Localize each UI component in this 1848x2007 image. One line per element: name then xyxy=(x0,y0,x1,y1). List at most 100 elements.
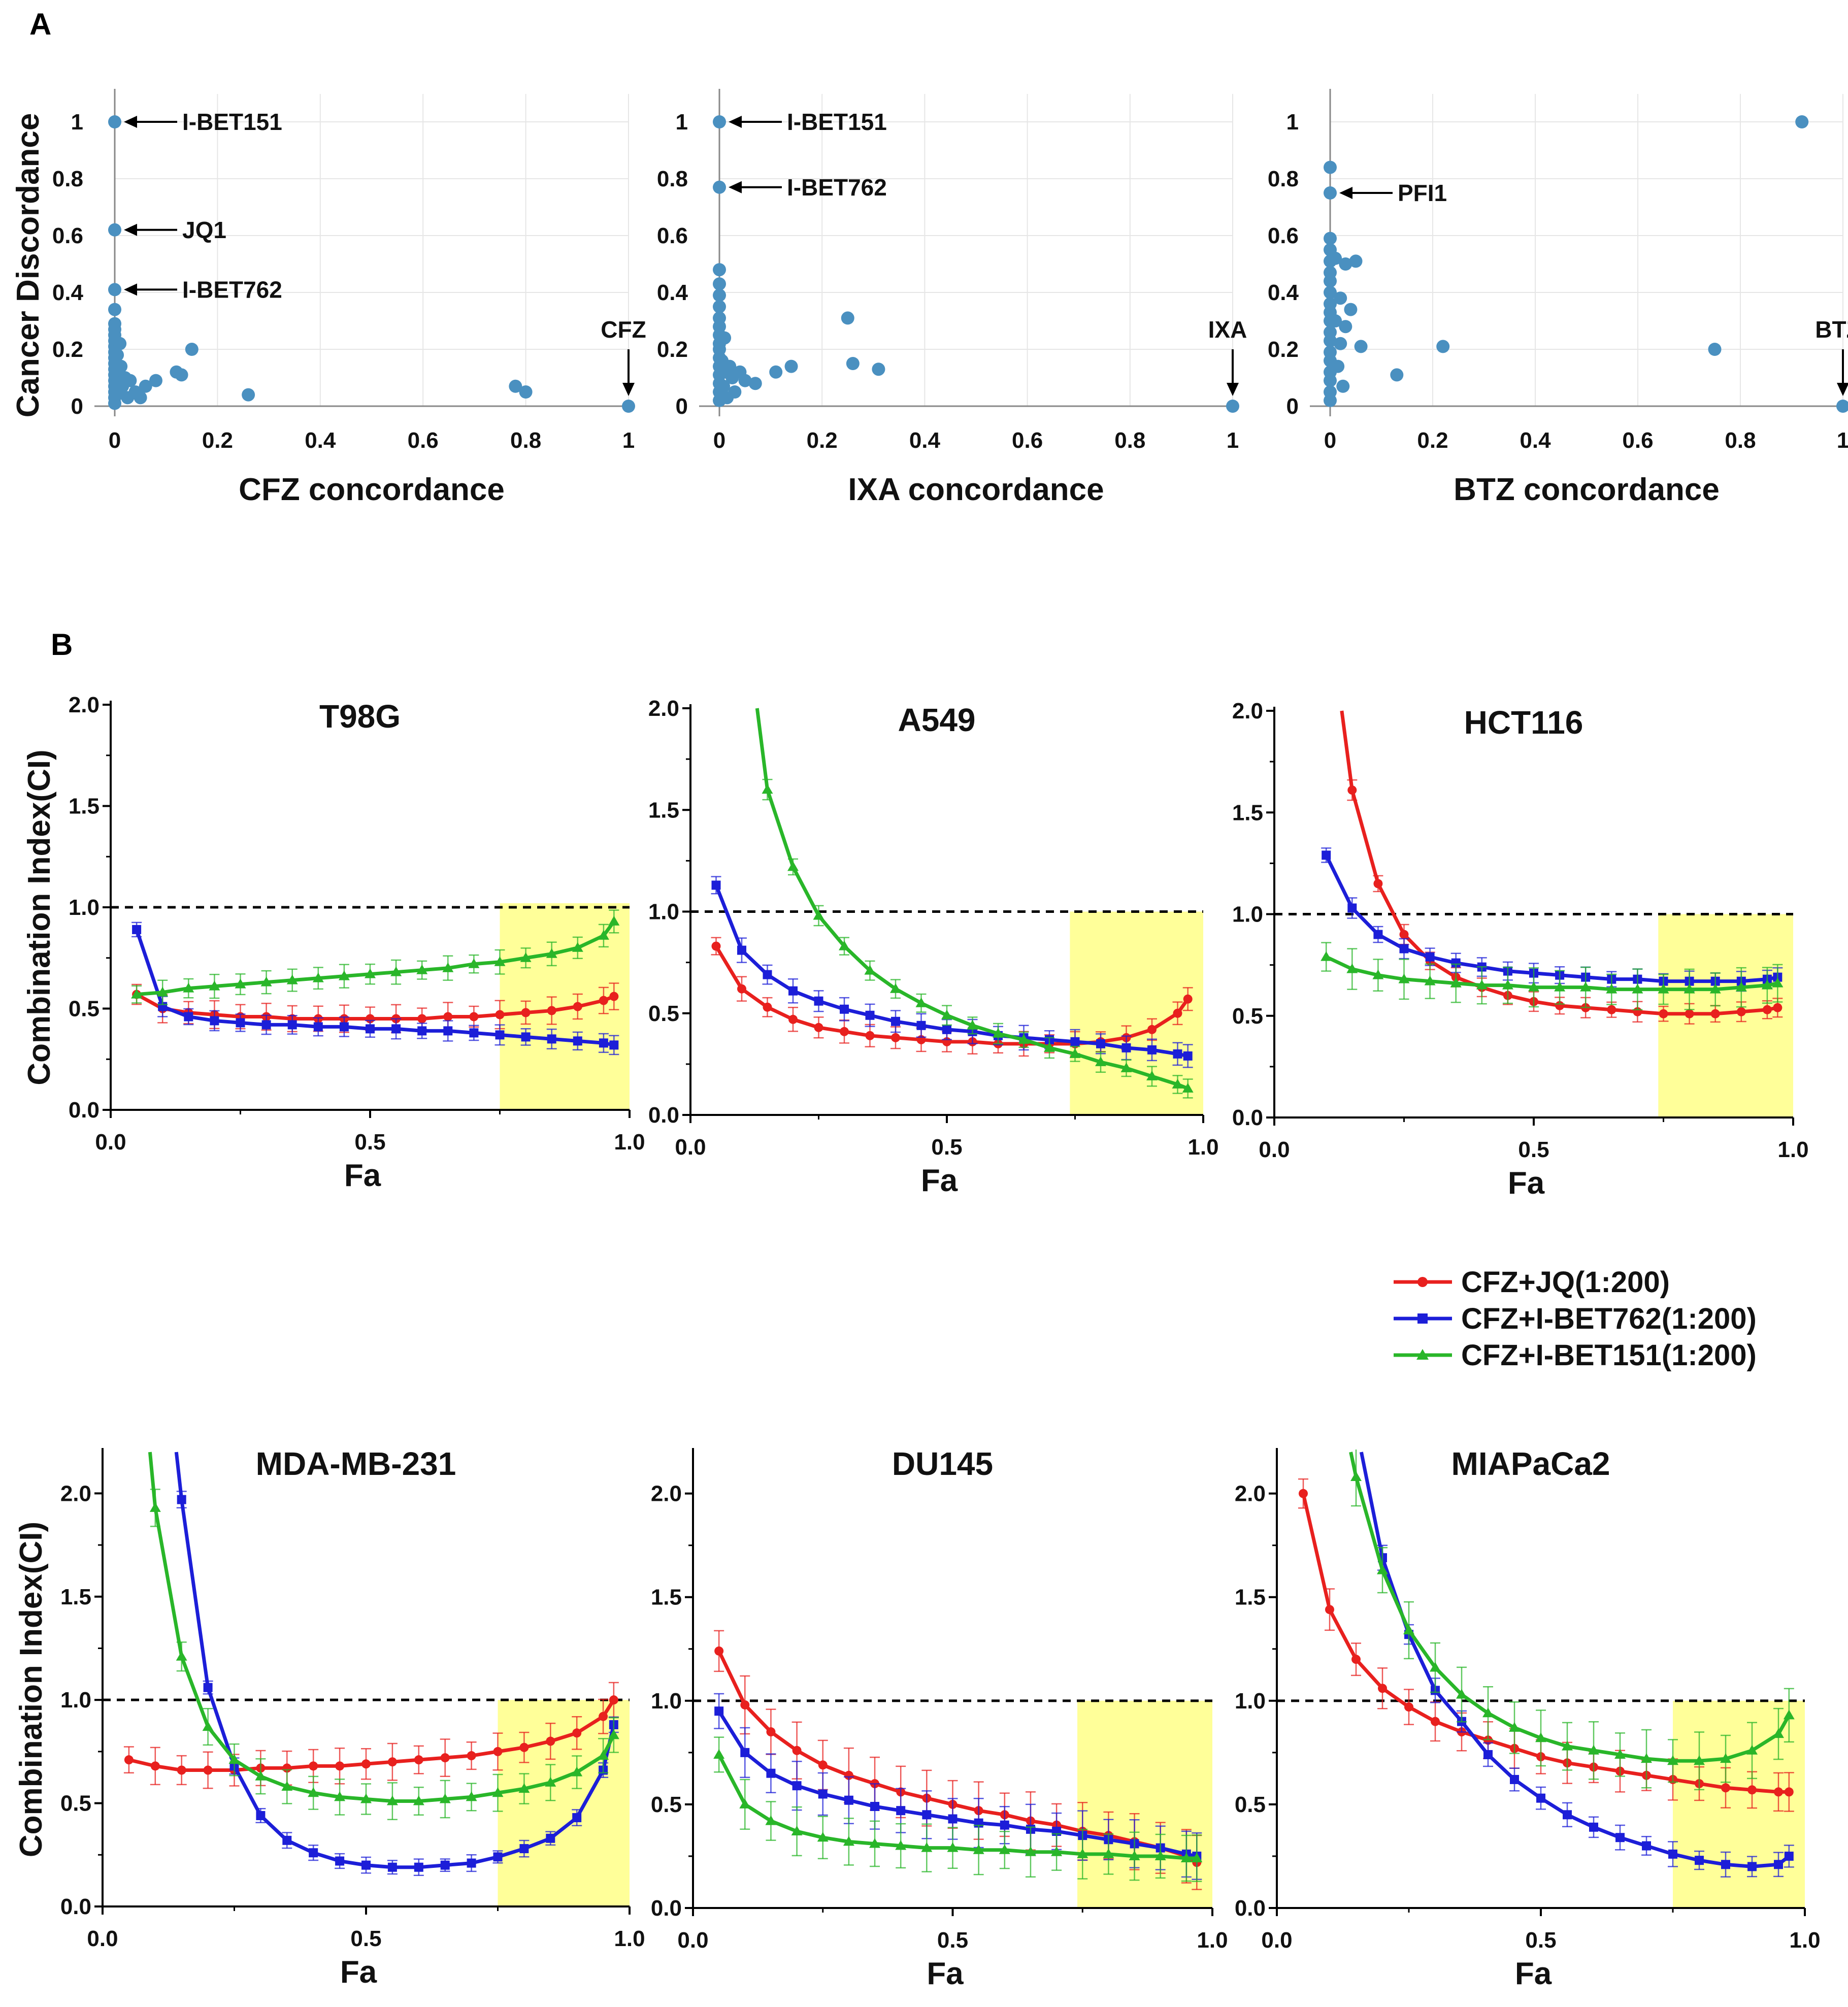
data-point xyxy=(1324,160,1337,174)
data-point xyxy=(769,365,783,379)
chart-title: MDA-MB-231 xyxy=(256,1445,456,1482)
series-square xyxy=(131,922,619,1056)
data-point xyxy=(390,966,402,976)
data-point xyxy=(717,379,731,393)
y-tick-label: 0.5 xyxy=(1235,1792,1266,1817)
data-point xyxy=(149,1502,161,1512)
x-tick-label: 1 xyxy=(1837,428,1848,453)
data-point xyxy=(1154,1850,1166,1860)
data-point xyxy=(1173,1008,1182,1018)
data-point xyxy=(1436,340,1450,353)
y-tick-label: 1.0 xyxy=(651,1689,682,1714)
data-point xyxy=(1535,1732,1546,1742)
chart-4: 0.0 0.5 1.0 1.5 2.0 0.0 0.5 1.0 A549 Fa xyxy=(648,696,1219,1198)
data-point xyxy=(1721,1860,1730,1869)
y-tick-label: 0.6 xyxy=(1268,223,1299,248)
y-tick-label: 1.5 xyxy=(1232,800,1263,825)
x-tick-label: 0.2 xyxy=(202,428,233,453)
data-point xyxy=(545,1776,556,1787)
data-point xyxy=(366,1024,375,1034)
data-point xyxy=(108,303,121,316)
x-tick-label: 0.6 xyxy=(1622,428,1653,453)
data-point xyxy=(1299,1489,1308,1498)
data-point xyxy=(788,1014,798,1024)
data-point xyxy=(518,1783,530,1793)
data-point xyxy=(149,374,162,387)
data-point xyxy=(1373,930,1383,939)
data-point xyxy=(571,1766,583,1776)
x-tick-label: 0.4 xyxy=(909,428,941,453)
data-point xyxy=(1191,1853,1203,1863)
data-point xyxy=(573,1002,582,1011)
y-tick-label: 1.0 xyxy=(69,895,100,920)
data-point xyxy=(440,1860,450,1870)
data-point xyxy=(622,400,635,413)
data-point xyxy=(1720,1753,1731,1763)
data-point xyxy=(572,942,583,952)
annotation-label: CFZ xyxy=(601,316,646,343)
data-point xyxy=(737,984,746,994)
data-point xyxy=(609,1695,618,1705)
x-tick-label: 1.0 xyxy=(614,1926,645,1951)
data-point xyxy=(202,1721,214,1731)
y-tick-label: 1.0 xyxy=(60,1688,91,1713)
data-point xyxy=(260,976,272,986)
y-tick-label: 1.0 xyxy=(1235,1689,1266,1714)
data-point xyxy=(413,1795,424,1805)
data-point xyxy=(1684,983,1695,994)
legend-marker xyxy=(1417,1313,1428,1324)
arrow-head xyxy=(1227,383,1239,396)
series-circle xyxy=(123,1682,619,1789)
data-point xyxy=(1347,785,1357,795)
x-tick-label: 0.5 xyxy=(350,1926,381,1951)
data-point xyxy=(1502,979,1513,990)
data-point xyxy=(921,1842,933,1852)
data-point xyxy=(1554,981,1566,992)
data-point xyxy=(1336,379,1350,393)
chart-0: 0 0.2 0.4 0.6 0.8 1 0 0.2 0.4 0.6 0.8 1 I-BET151 JQ1 I… xyxy=(11,89,646,507)
data-point xyxy=(1783,1709,1795,1720)
data-point xyxy=(817,1832,829,1842)
data-point xyxy=(1373,879,1383,889)
data-point xyxy=(1431,1717,1440,1726)
data-point xyxy=(150,1761,160,1771)
y-tick-label: 0.0 xyxy=(648,1103,679,1128)
data-point xyxy=(713,180,726,194)
data-point xyxy=(113,337,127,350)
legend-marker xyxy=(1417,1277,1428,1287)
data-point xyxy=(546,948,557,958)
data-point xyxy=(281,1781,293,1791)
data-point xyxy=(1226,400,1239,413)
x-tick-label: 1.0 xyxy=(1777,1137,1808,1162)
x-tick-label: 0.8 xyxy=(1114,428,1145,453)
x-tick-label: 0.5 xyxy=(1525,1928,1556,1953)
data-point xyxy=(546,1736,555,1746)
y-tick-label: 0.2 xyxy=(52,337,83,362)
data-point xyxy=(598,930,609,940)
synergy-highlight-region xyxy=(500,903,630,1110)
chart-title: MIAPaCa2 xyxy=(1451,1445,1610,1482)
data-point xyxy=(1351,1655,1361,1664)
data-point xyxy=(1563,1810,1572,1820)
data-point xyxy=(1325,1605,1334,1615)
data-point xyxy=(469,1028,479,1038)
y-tick-label: 0.5 xyxy=(651,1792,682,1817)
arrow-head xyxy=(1837,383,1848,396)
chart-5: 0.0 0.5 1.0 1.5 2.0 0.0 0.5 1.0 HCT116 Fa xyxy=(1232,699,1809,1201)
data-point xyxy=(1795,115,1809,128)
data-point xyxy=(843,1836,854,1846)
data-point xyxy=(361,1860,371,1870)
data-point xyxy=(948,1814,958,1824)
data-point xyxy=(844,1770,853,1780)
data-point xyxy=(599,1712,608,1721)
y-tick-label: 0.0 xyxy=(1232,1105,1263,1130)
data-point xyxy=(1000,1820,1009,1830)
data-point xyxy=(844,1795,853,1805)
y-tick-label: 1.5 xyxy=(648,798,679,822)
data-point xyxy=(1095,1056,1106,1066)
data-point xyxy=(1450,977,1462,988)
data-point xyxy=(1658,983,1669,994)
data-point xyxy=(417,1026,427,1036)
data-point xyxy=(203,1683,213,1692)
data-point xyxy=(1642,1841,1651,1851)
